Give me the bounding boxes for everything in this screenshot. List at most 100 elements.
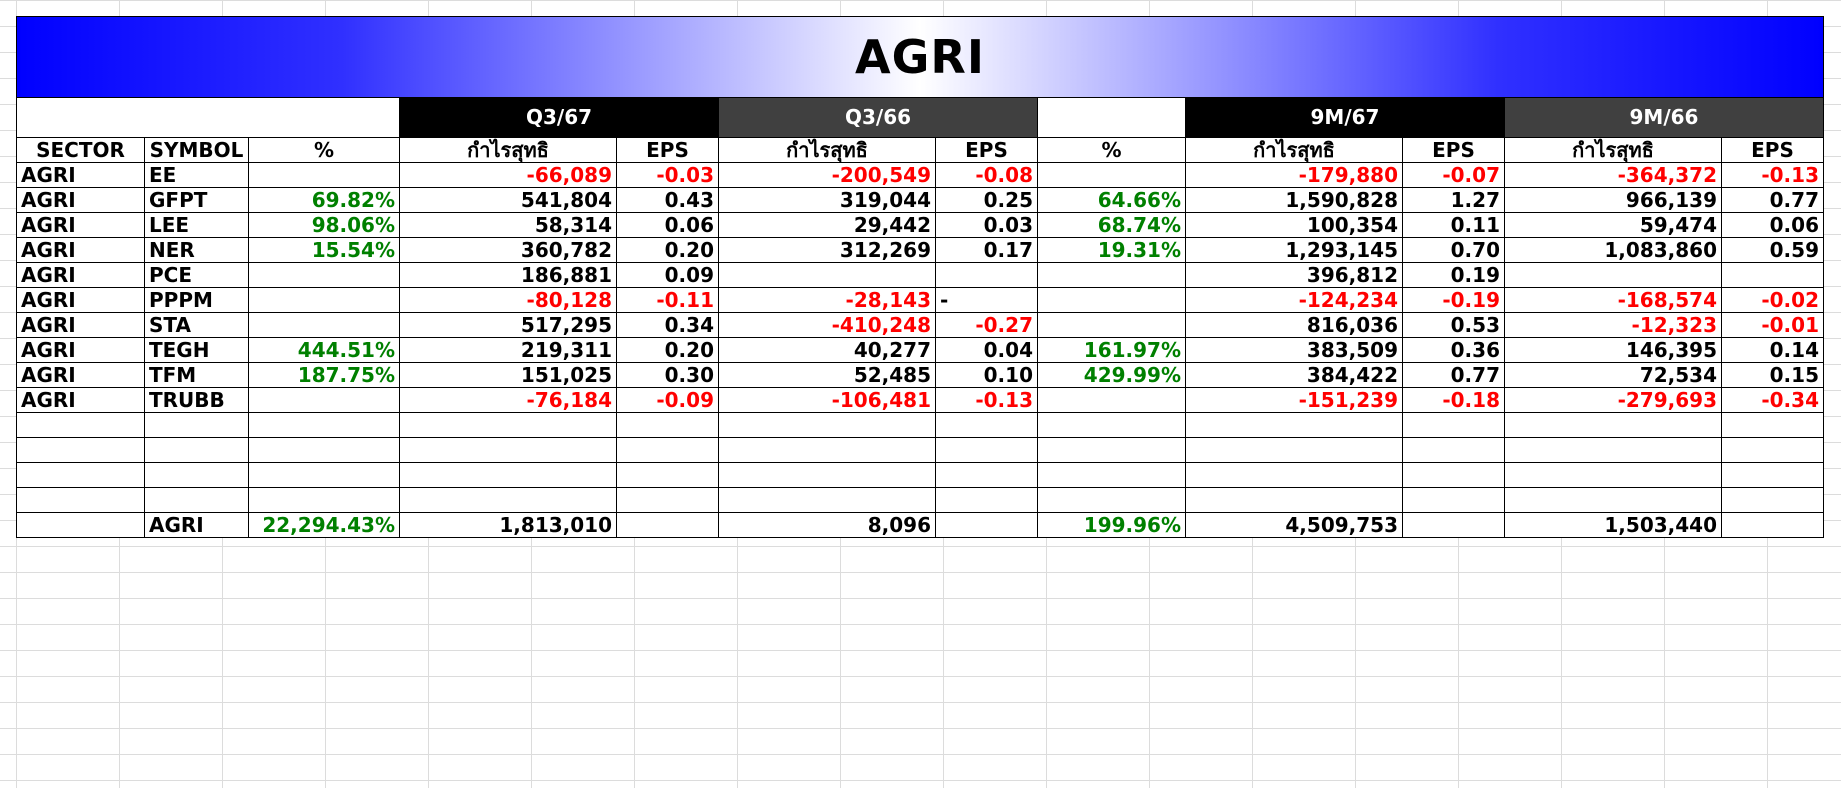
cell-sector: AGRI: [16, 212, 145, 238]
cell-eps-q3-66: 0.10: [935, 362, 1038, 388]
empty-cell: [1721, 437, 1824, 463]
total-np-q3-66: 8,096: [718, 512, 936, 538]
cell-np-q3-66: 40,277: [718, 337, 936, 363]
cell-eps-9m-66: 0.14: [1721, 337, 1824, 363]
cell-eps-q3-67: -0.11: [616, 287, 719, 313]
empty-cell: [718, 462, 936, 488]
empty-cell: [144, 462, 249, 488]
cell-np-9m-66: 146,395: [1504, 337, 1722, 363]
empty-cell: [1402, 412, 1505, 438]
cell-np-q3-67: -80,128: [399, 287, 617, 313]
cell-eps-q3-67: 0.06: [616, 212, 719, 238]
empty-cell: [1037, 412, 1186, 438]
cell-eps-q3-67: 0.43: [616, 187, 719, 213]
empty-cell: [399, 437, 617, 463]
cell-sector: AGRI: [16, 362, 145, 388]
table-row: AGRI STA 517,295 0.34 -410,248 -0.27 816,036 0.…: [16, 312, 1824, 338]
empty-cell: [144, 437, 249, 463]
column-header: EPS: [935, 137, 1038, 163]
empty-cell: [616, 512, 719, 538]
cell-eps-9m-67: 0.11: [1402, 212, 1505, 238]
empty-cell: [1402, 462, 1505, 488]
cell-symbol: STA: [144, 312, 249, 338]
cell-pct-q: [248, 312, 400, 338]
cell-eps-q3-66: -: [935, 287, 1038, 313]
cell-pct-q: 187.75%: [248, 362, 400, 388]
empty-cell: [16, 437, 145, 463]
cell-eps-9m-66: 0.06: [1721, 212, 1824, 238]
cell-pct-9m: 429.99%: [1037, 362, 1186, 388]
cell-np-q3-66: 29,442: [718, 212, 936, 238]
cell-symbol: PCE: [144, 262, 249, 288]
cell-pct-9m: [1037, 387, 1186, 413]
empty-cell: [1504, 412, 1722, 438]
table-row: AGRI PPPM -80,128 -0.11 -28,143- -124,234 -0.1…: [16, 287, 1824, 313]
empty-cell: [1037, 487, 1186, 513]
empty-cell: [1185, 437, 1403, 463]
cell-np-9m-67: 384,422: [1185, 362, 1403, 388]
cell-eps-q3-66: -0.27: [935, 312, 1038, 338]
cell-np-q3-66: -28,143: [718, 287, 936, 313]
table-row: AGRI EE -66,089 -0.03 -200,549 -0.08 -179,880-…: [16, 162, 1824, 188]
cell-sector: AGRI: [16, 387, 145, 413]
cell-symbol: PPPM: [144, 287, 249, 313]
cell-eps-9m-66: 0.59: [1721, 237, 1824, 263]
cell-pct-q: [248, 387, 400, 413]
empty-cell: [248, 437, 400, 463]
cell-eps-q3-66: -0.13: [935, 387, 1038, 413]
cell-eps-q3-66: 0.03: [935, 212, 1038, 238]
empty-cell: [248, 462, 400, 488]
empty-cell: [1037, 462, 1186, 488]
cell-pct-9m: [1037, 262, 1186, 288]
empty-cell: [1185, 412, 1403, 438]
cell-np-q3-66: 52,485: [718, 362, 936, 388]
empty-cell: [935, 512, 1038, 538]
cell-pct-9m: [1037, 287, 1186, 313]
cell-np-9m-66: [1504, 262, 1722, 288]
empty-cell: [718, 437, 936, 463]
column-header: กำไรสุทธิ: [718, 137, 936, 163]
column-header: SECTOR: [16, 137, 145, 163]
cell-eps-q3-66: -0.08: [935, 162, 1038, 188]
cell-np-9m-66: 59,474: [1504, 212, 1722, 238]
empty-cell: [1721, 512, 1824, 538]
column-header: %: [248, 137, 400, 163]
total-row: AGRI 22,294.43% 1,813,010 8,096 199.96% 4,509…: [16, 512, 1824, 538]
cell-eps-9m-66: -0.02: [1721, 287, 1824, 313]
cell-np-9m-67: -124,234: [1185, 287, 1403, 313]
empty-cell: [248, 412, 400, 438]
cell-eps-q3-66: [935, 262, 1038, 288]
cell-np-q3-67: -66,089: [399, 162, 617, 188]
cell-pct-q: 15.54%: [248, 237, 400, 263]
cell-np-9m-67: 383,509: [1185, 337, 1403, 363]
empty-cell: [616, 462, 719, 488]
empty-cell: [1721, 412, 1824, 438]
column-header-row: SECTOR SYMBOL% กำไรสุทธิ EPS กำไรสุทธิ EPS% กำ…: [16, 137, 1824, 163]
cell-pct-q: [248, 162, 400, 188]
cell-eps-9m-67: 0.36: [1402, 337, 1505, 363]
cell-eps-9m-66: -0.01: [1721, 312, 1824, 338]
cell-symbol: TFM: [144, 362, 249, 388]
cell-np-9m-66: 966,139: [1504, 187, 1722, 213]
cell-eps-9m-67: 0.77: [1402, 362, 1505, 388]
cell-symbol: NER: [144, 237, 249, 263]
empty-cell: [248, 487, 400, 513]
empty-cell: [1504, 462, 1722, 488]
cell-np-9m-67: -179,880: [1185, 162, 1403, 188]
cell-eps-9m-66: 0.15: [1721, 362, 1824, 388]
empty-row: [16, 437, 1824, 463]
cell-np-9m-66: 72,534: [1504, 362, 1722, 388]
cell-eps-q3-67: -0.03: [616, 162, 719, 188]
empty-cell: [1402, 437, 1505, 463]
cell-np-q3-67: 58,314: [399, 212, 617, 238]
blank-header-cell: [1037, 97, 1186, 138]
cell-np-9m-67: 396,812: [1185, 262, 1403, 288]
empty-cell: [1721, 487, 1824, 513]
cell-np-9m-67: -151,239: [1185, 387, 1403, 413]
column-header: กำไรสุทธิ: [399, 137, 617, 163]
total-symbol: AGRI: [144, 512, 249, 538]
empty-row: [16, 412, 1824, 438]
empty-cell: [1504, 437, 1722, 463]
cell-np-9m-66: 1,083,860: [1504, 237, 1722, 263]
cell-np-q3-67: 151,025: [399, 362, 617, 388]
